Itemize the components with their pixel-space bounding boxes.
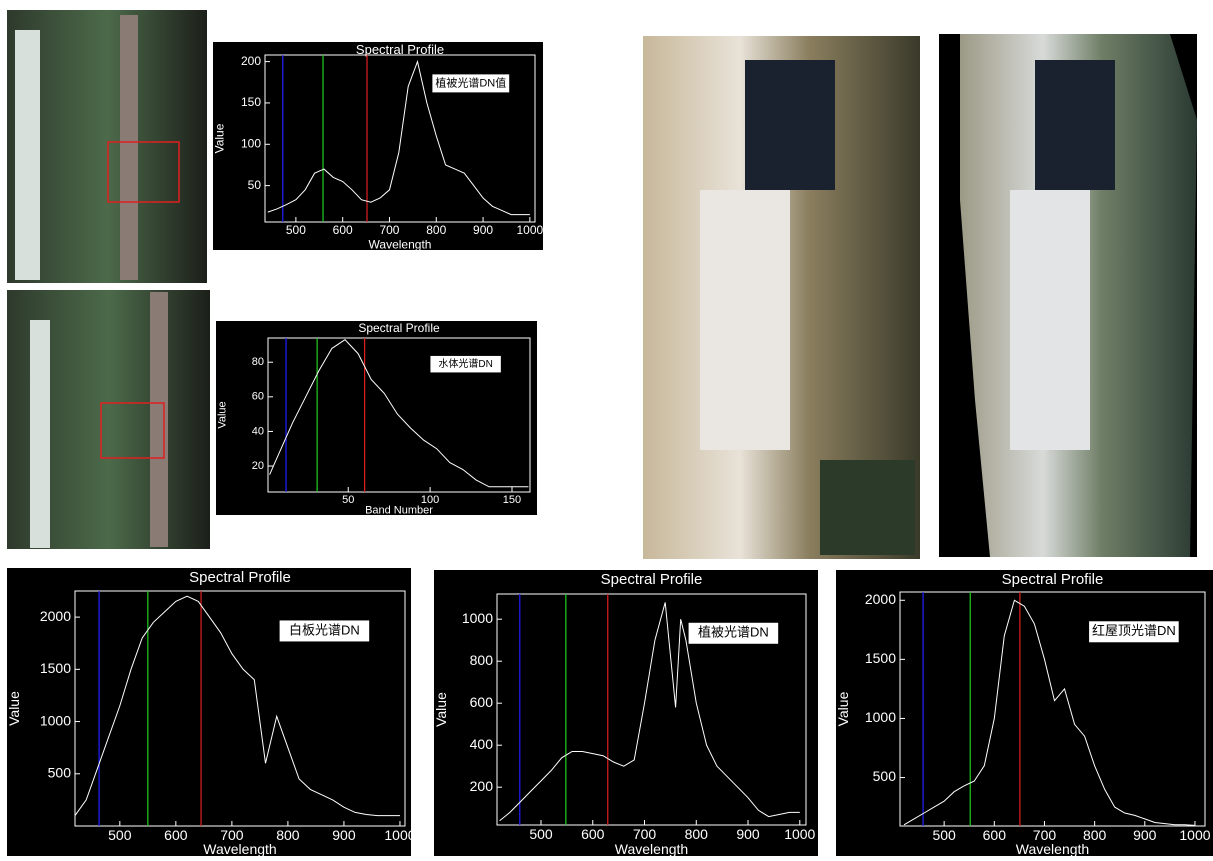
y-tick-label: 100	[241, 136, 261, 150]
x-tick-label: 1000	[784, 826, 815, 842]
x-tick-label: 500	[529, 826, 553, 842]
y-axis-label: Value	[217, 401, 229, 428]
x-tick-label: 50	[342, 494, 354, 506]
chart-title: Spectral Profile	[189, 569, 291, 586]
annotation: 白板光谱DN	[289, 622, 360, 637]
x-tick-label: 600	[333, 223, 353, 237]
x-tick-label: 700	[379, 223, 399, 237]
chart-title: Spectral Profile	[601, 571, 703, 588]
x-axis-label: Wavelength	[615, 841, 688, 856]
figure: Spectral Profile Wavelength Value 500 600 700…	[0, 0, 1213, 856]
y-tick-label: 40	[252, 425, 264, 437]
x-axis-label: Wavelength	[369, 237, 432, 251]
x-axis-label: Band Number	[365, 505, 433, 517]
y-tick-label: 1500	[40, 660, 71, 676]
chart: Spectral Profile Wavelength Value 500 600 700…	[6, 568, 416, 856]
chart: Spectral Profile Wavelength Value 500 600 700…	[835, 570, 1213, 856]
x-tick-label: 700	[633, 826, 657, 842]
annotation: 植被光谱DN	[698, 625, 769, 640]
x-tick-label: 800	[685, 826, 709, 842]
chart: Spectral Profile Wavelength Value 500 600 700…	[212, 42, 543, 252]
y-tick-label: 400	[470, 736, 494, 752]
x-tick-label: 500	[286, 223, 306, 237]
x-tick-label: 900	[736, 826, 760, 842]
annotation: 水体光谱DN	[438, 357, 492, 370]
annotation: 红屋顶光谱DN	[1092, 623, 1176, 638]
y-tick-label: 800	[470, 652, 494, 668]
y-tick-label: 1000	[865, 709, 896, 725]
x-axis-label: Wavelength	[203, 841, 276, 856]
chart-background	[213, 42, 543, 250]
x-tick-label: 800	[276, 827, 300, 843]
chart-title: Spectral Profile	[358, 321, 440, 335]
x-tick-label: 900	[473, 223, 493, 237]
chart: Spectral Profile Band Number Value 50 100 150…	[216, 321, 537, 517]
y-tick-label: 2000	[865, 591, 896, 607]
chart: Spectral Profile Wavelength Value 500 600 700…	[433, 570, 818, 856]
aerial-image	[939, 34, 1197, 557]
annotation: 植被光谱DN值	[435, 75, 506, 89]
y-tick-label: 20	[252, 460, 264, 472]
y-tick-label: 80	[252, 356, 264, 368]
x-tick-label: 500	[932, 827, 956, 843]
x-tick-label: 150	[503, 494, 521, 506]
y-tick-label: 500	[48, 764, 72, 780]
chart-title: Spectral Profile	[1002, 571, 1104, 588]
aerial-image	[643, 36, 920, 559]
x-tick-label: 600	[983, 827, 1007, 843]
chart-title: Spectral Profile	[356, 42, 444, 57]
y-axis-label: Value	[6, 691, 22, 726]
y-axis-label: Value	[433, 692, 449, 727]
y-tick-label: 1500	[865, 650, 896, 666]
x-tick-label: 600	[581, 826, 605, 842]
y-tick-label: 1000	[462, 610, 493, 626]
y-tick-label: 200	[470, 778, 494, 794]
aerial-image	[7, 290, 210, 549]
x-tick-label: 800	[426, 223, 446, 237]
x-tick-label: 700	[220, 827, 244, 843]
y-tick-label: 150	[241, 95, 261, 109]
x-tick-label: 900	[332, 827, 356, 843]
y-tick-label: 600	[470, 694, 494, 710]
y-tick-label: 2000	[40, 608, 71, 624]
x-tick-label: 700	[1033, 827, 1057, 843]
y-tick-label: 50	[248, 178, 262, 192]
y-axis-label: Value	[835, 691, 851, 726]
page: Spectral Profile Wavelength Value 500 600 700…	[0, 0, 1213, 856]
x-tick-label: 800	[1083, 827, 1107, 843]
aerial-image	[7, 10, 207, 283]
x-tick-label: 1000	[1179, 827, 1210, 843]
x-tick-label: 600	[164, 827, 188, 843]
x-tick-label: 1000	[517, 223, 544, 237]
chart-background	[216, 321, 537, 515]
y-tick-label: 500	[873, 768, 897, 784]
x-tick-label: 1000	[384, 827, 415, 843]
y-tick-label: 1000	[40, 712, 71, 728]
y-tick-label: 200	[241, 54, 261, 68]
y-axis-label: Value	[212, 123, 226, 153]
x-axis-label: Wavelength	[1016, 841, 1089, 856]
y-tick-label: 60	[252, 391, 264, 403]
x-tick-label: 900	[1133, 827, 1157, 843]
x-tick-label: 500	[108, 827, 132, 843]
x-tick-label: 100	[421, 494, 439, 506]
